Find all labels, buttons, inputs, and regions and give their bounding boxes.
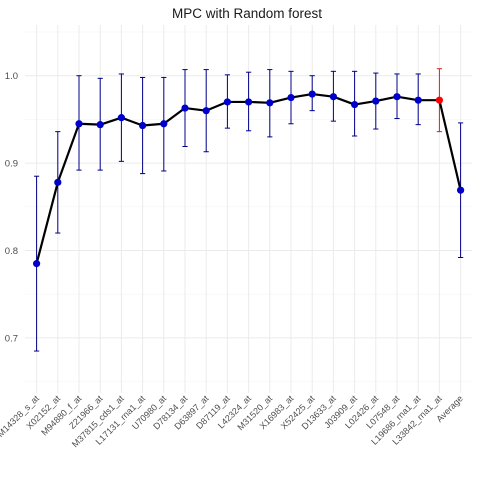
data-point-l07548-at [393,93,401,101]
data-point-m31520-at [266,99,274,107]
chart-title: MPC with Random forest [172,6,322,21]
y-tick-label: 1.0 [5,71,18,82]
y-axis: 0.7 0.8 0.9 1.0 [5,71,18,344]
data-point-average [457,186,465,194]
data-point-d63897-at [202,107,210,115]
data-point-j03909-at [351,100,359,109]
y-tick-label: 0.9 [5,159,18,170]
data-point-l33842-rna1-at [435,96,443,104]
data-point-l02426-at [372,97,380,105]
data-point-x16983-at [287,93,295,102]
data-point-d87119-at [223,98,231,106]
data-point-x02152-at [54,178,62,186]
data-point-l19686-rna1-at [414,96,422,104]
y-tick-label: 0.7 [5,333,18,344]
data-point-l42324-at [245,98,253,106]
data-point-m94880-f-at [75,120,83,128]
data-point-x52425-at [308,90,316,98]
data-point-d13633-at [329,93,337,101]
x-axis: M14328_s_atX02152_atM94880_f_atZ21966_at… [0,393,465,449]
data-point-u70980-at [160,120,168,128]
data-points [33,90,465,268]
data-point-m14328-s-at [33,260,41,268]
y-tick-label: 0.8 [5,246,18,257]
data-point-m37815-cds1-at [117,114,125,122]
data-point-l17131-rna1-at [139,121,147,130]
data-point-d78134-at [181,104,189,112]
data-point-z21966-at [96,121,104,129]
